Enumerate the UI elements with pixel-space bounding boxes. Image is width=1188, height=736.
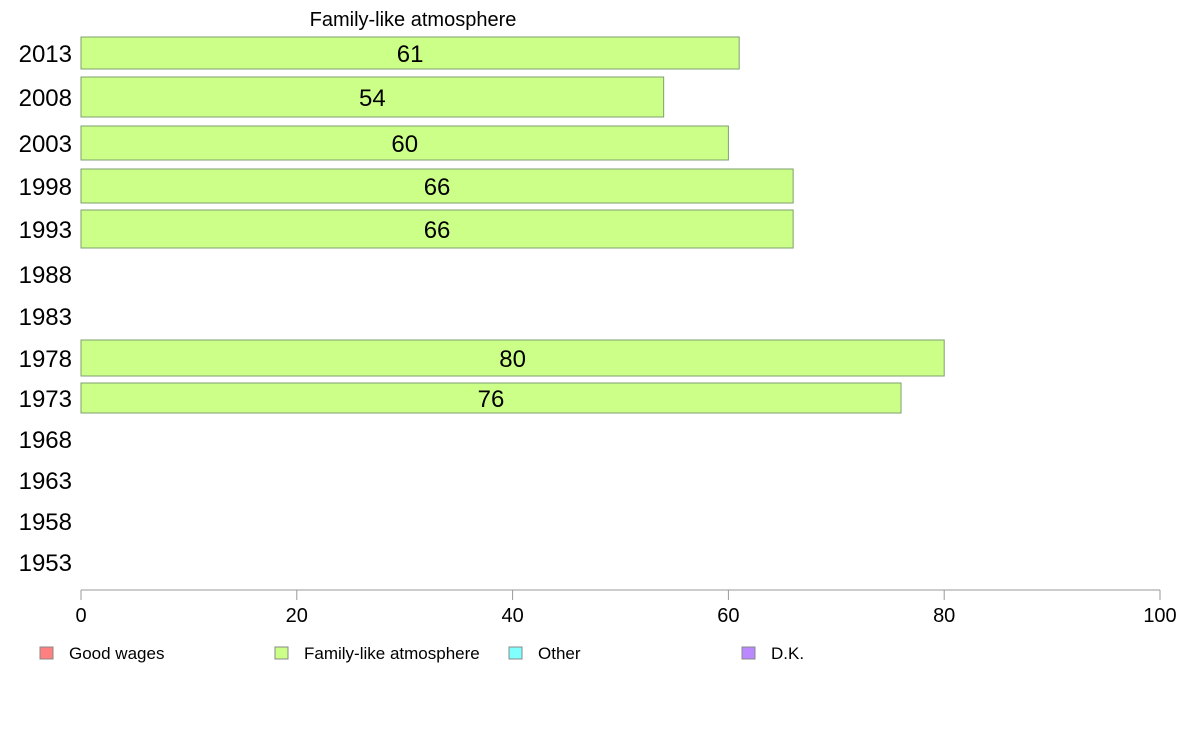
category-label: 1983	[19, 304, 72, 331]
legend-label: Good wages	[69, 644, 164, 663]
legend-swatch	[741, 646, 756, 660]
bar-value-label: 54	[359, 85, 386, 112]
x-tick-label: 60	[717, 605, 739, 627]
category-label: 1993	[19, 217, 72, 244]
x-tick-label: 20	[286, 605, 308, 627]
legend-label: D.K.	[771, 644, 804, 663]
bar-value-label: 66	[424, 217, 451, 244]
x-tick-label: 0	[75, 605, 86, 627]
category-label: 1958	[19, 509, 72, 536]
legend-label: Other	[538, 644, 581, 663]
chart-title: Family-like atmosphere	[310, 9, 517, 31]
category-label: 2008	[19, 85, 72, 112]
bar-2008	[80, 76, 665, 118]
x-tick-label: 100	[1143, 605, 1176, 627]
bar-1998	[80, 168, 794, 204]
bar-value-label: 60	[391, 131, 418, 158]
x-tick-label: 40	[501, 605, 523, 627]
legend-label: Family-like atmosphere	[304, 644, 480, 663]
legend: Good wages Family-like atmosphere Other D.K…	[39, 644, 804, 663]
bar-1993	[80, 209, 794, 249]
category-label: 1963	[19, 468, 72, 495]
bar-value-label: 66	[424, 174, 451, 201]
category-label: 2013	[19, 41, 72, 68]
legend-swatch	[39, 646, 54, 660]
category-label: 1988	[19, 262, 72, 289]
category-label: 1968	[19, 427, 72, 454]
legend-swatch	[274, 646, 289, 660]
category-label: 2003	[19, 131, 72, 158]
bar-value-label: 80	[499, 346, 526, 373]
x-tick-label: 80	[933, 605, 955, 627]
category-label: 1998	[19, 174, 72, 201]
bar-2003	[80, 125, 729, 161]
category-label: 1973	[19, 386, 72, 413]
bar-1978	[80, 339, 945, 377]
bar-1973	[80, 382, 902, 414]
category-label: 1953	[19, 550, 72, 577]
bar-value-label: 76	[478, 386, 505, 413]
category-labels: 2013 2008 2003 1998 1993 1988 1983 1978 1973 1968…	[19, 41, 72, 577]
x-axis: 0 20 40 60 80 100	[75, 589, 1177, 627]
category-label: 1978	[19, 346, 72, 373]
bar-2013	[80, 36, 740, 70]
legend-swatch	[508, 646, 523, 660]
bar-value-label: 61	[397, 41, 424, 68]
